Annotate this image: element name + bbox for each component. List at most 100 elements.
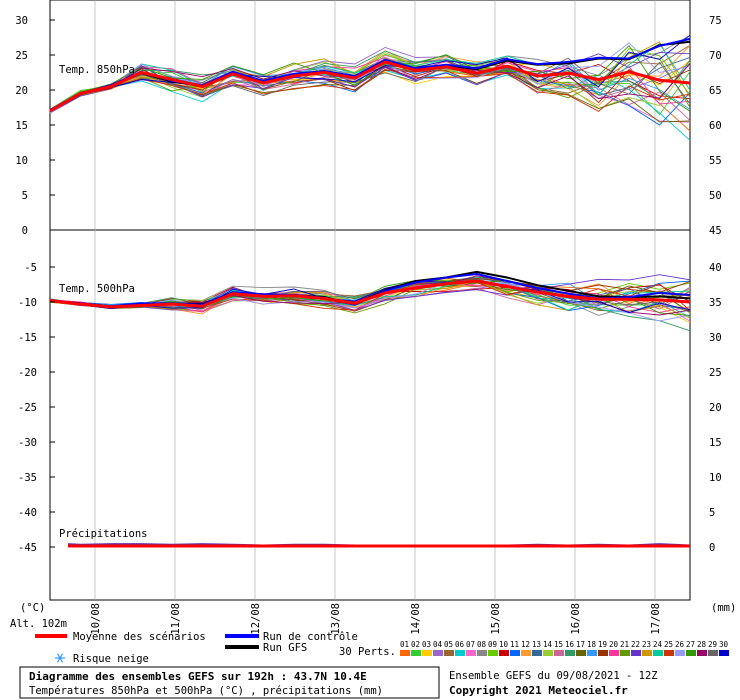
legend-mean-label: Moyenne des scénarios bbox=[73, 631, 206, 643]
pert-number: 06 bbox=[455, 640, 465, 649]
pert-number: 04 bbox=[433, 640, 443, 649]
y-tick-label: -10 bbox=[18, 297, 37, 309]
legend-control-label: Run de contrôle bbox=[263, 631, 358, 643]
legend-gfs-label: Run GFS bbox=[263, 642, 307, 654]
perturbation-legend: 01 02 03 04 05 06 07 08 09 10 11 12 13 14 15 16 17 18 19 20… bbox=[400, 640, 729, 656]
pert-swatch bbox=[554, 650, 564, 656]
run-info: Ensemble GEFS du 09/08/2021 - 12Z bbox=[449, 670, 658, 682]
pert-number: 01 bbox=[400, 640, 409, 649]
pert-swatch bbox=[686, 650, 696, 656]
pert-swatch bbox=[466, 650, 476, 656]
pert-swatch bbox=[400, 650, 410, 656]
day-label: 17/08 bbox=[650, 603, 662, 635]
y-tick-label: -35 bbox=[18, 472, 37, 484]
pert-number: 28 bbox=[697, 640, 707, 649]
axis-ticks: 10/08 11/08 12/08 13/08 14/08 15/08 16/08 17/08… bbox=[15, 15, 721, 635]
title-box bbox=[19, 666, 440, 699]
ensemble-member-line bbox=[49, 68, 691, 112]
pert-number: 26 bbox=[675, 640, 685, 649]
pert-number: 14 bbox=[543, 640, 553, 649]
chart-title: Diagramme des ensembles GEFS sur 192h : … bbox=[29, 670, 367, 683]
ensemble-member-line bbox=[49, 274, 691, 311]
pert-swatch bbox=[510, 650, 520, 656]
y2-tick-label: 45 bbox=[709, 225, 722, 237]
pert-swatch bbox=[521, 650, 531, 656]
legend-perts-label: 30 Perts. bbox=[339, 646, 396, 658]
y2-tick-label: 50 bbox=[709, 190, 722, 202]
pert-number: 05 bbox=[444, 640, 453, 649]
pert-swatch bbox=[411, 650, 421, 656]
pert-swatch bbox=[708, 650, 718, 656]
y-tick-label: -45 bbox=[18, 542, 37, 554]
mean-line bbox=[49, 279, 691, 309]
pert-number: 15 bbox=[554, 640, 563, 649]
pert-swatch bbox=[543, 650, 553, 656]
panel-500-frame bbox=[49, 229, 691, 601]
pert-swatch bbox=[675, 650, 685, 656]
pert-number: 20 bbox=[609, 640, 619, 649]
pert-number: 18 bbox=[587, 640, 597, 649]
pert-swatch bbox=[488, 650, 498, 656]
y-tick-label: -5 bbox=[24, 262, 37, 274]
y2-tick-label: 70 bbox=[709, 50, 722, 62]
pert-number: 12 bbox=[521, 640, 530, 649]
panel-500-label: Temp. 500hPa bbox=[59, 283, 135, 295]
pert-swatch bbox=[565, 650, 575, 656]
y2-tick-label: 35 bbox=[709, 297, 722, 309]
pert-swatch bbox=[697, 650, 707, 656]
y2-tick-label: 10 bbox=[709, 472, 722, 484]
copyright: Copyright 2021 Meteociel.fr bbox=[449, 684, 628, 697]
altitude-label: Alt. 102m bbox=[10, 618, 67, 630]
pert-swatch bbox=[455, 650, 465, 656]
ensemble-member-line bbox=[49, 57, 691, 112]
pert-swatch bbox=[576, 650, 586, 656]
y-tick-label: 25 bbox=[15, 50, 28, 62]
day-label: 16/08 bbox=[570, 603, 582, 635]
pert-number: 09 bbox=[488, 640, 497, 649]
y-tick-label: 5 bbox=[22, 190, 28, 202]
y-tick-label: 15 bbox=[15, 120, 28, 132]
pert-swatch bbox=[598, 650, 608, 656]
pert-number: 30 bbox=[719, 640, 729, 649]
day-label: 14/08 bbox=[410, 603, 422, 635]
ensemble-member-line bbox=[49, 47, 691, 112]
pert-number: 29 bbox=[708, 640, 717, 649]
pert-swatch bbox=[664, 650, 674, 656]
pert-number: 07 bbox=[466, 640, 475, 649]
pert-number: 27 bbox=[686, 640, 695, 649]
y-tick-label: -40 bbox=[18, 507, 37, 519]
day-label: 10/08 bbox=[90, 603, 102, 635]
day-label: 11/08 bbox=[170, 603, 182, 635]
y2-tick-label: 15 bbox=[709, 437, 722, 449]
legend-control-swatch bbox=[225, 634, 259, 638]
pert-number: 24 bbox=[653, 640, 663, 649]
pert-number: 23 bbox=[642, 640, 651, 649]
y2-tick-label: 25 bbox=[709, 367, 722, 379]
y-tick-label: -30 bbox=[18, 437, 37, 449]
pert-swatch bbox=[642, 650, 652, 656]
pert-swatch bbox=[719, 650, 729, 656]
y-tick-label: 0 bbox=[22, 225, 28, 237]
pert-number: 11 bbox=[510, 640, 519, 649]
y-tick-label: 10 bbox=[15, 155, 28, 167]
pert-number: 03 bbox=[422, 640, 431, 649]
pert-swatch bbox=[587, 650, 597, 656]
pert-swatch bbox=[620, 650, 630, 656]
day-label: 15/08 bbox=[490, 603, 502, 635]
pert-number: 21 bbox=[620, 640, 629, 649]
pert-swatch bbox=[653, 650, 663, 656]
y2-tick-label: 40 bbox=[709, 262, 722, 274]
y-tick-label: 20 bbox=[15, 85, 28, 97]
y-tick-label: -15 bbox=[18, 332, 37, 344]
pert-number: 13 bbox=[532, 640, 541, 649]
panel-850-frame bbox=[49, 0, 691, 231]
y2-tick-label: 65 bbox=[709, 85, 722, 97]
pert-swatch bbox=[532, 650, 542, 656]
pert-number: 08 bbox=[477, 640, 487, 649]
day-label: 13/08 bbox=[330, 603, 342, 635]
y-tick-label: -25 bbox=[18, 402, 37, 414]
y-tick-label: -20 bbox=[18, 367, 37, 379]
legend-mean-swatch bbox=[35, 634, 67, 638]
precip-label: Précipitations bbox=[59, 528, 148, 540]
